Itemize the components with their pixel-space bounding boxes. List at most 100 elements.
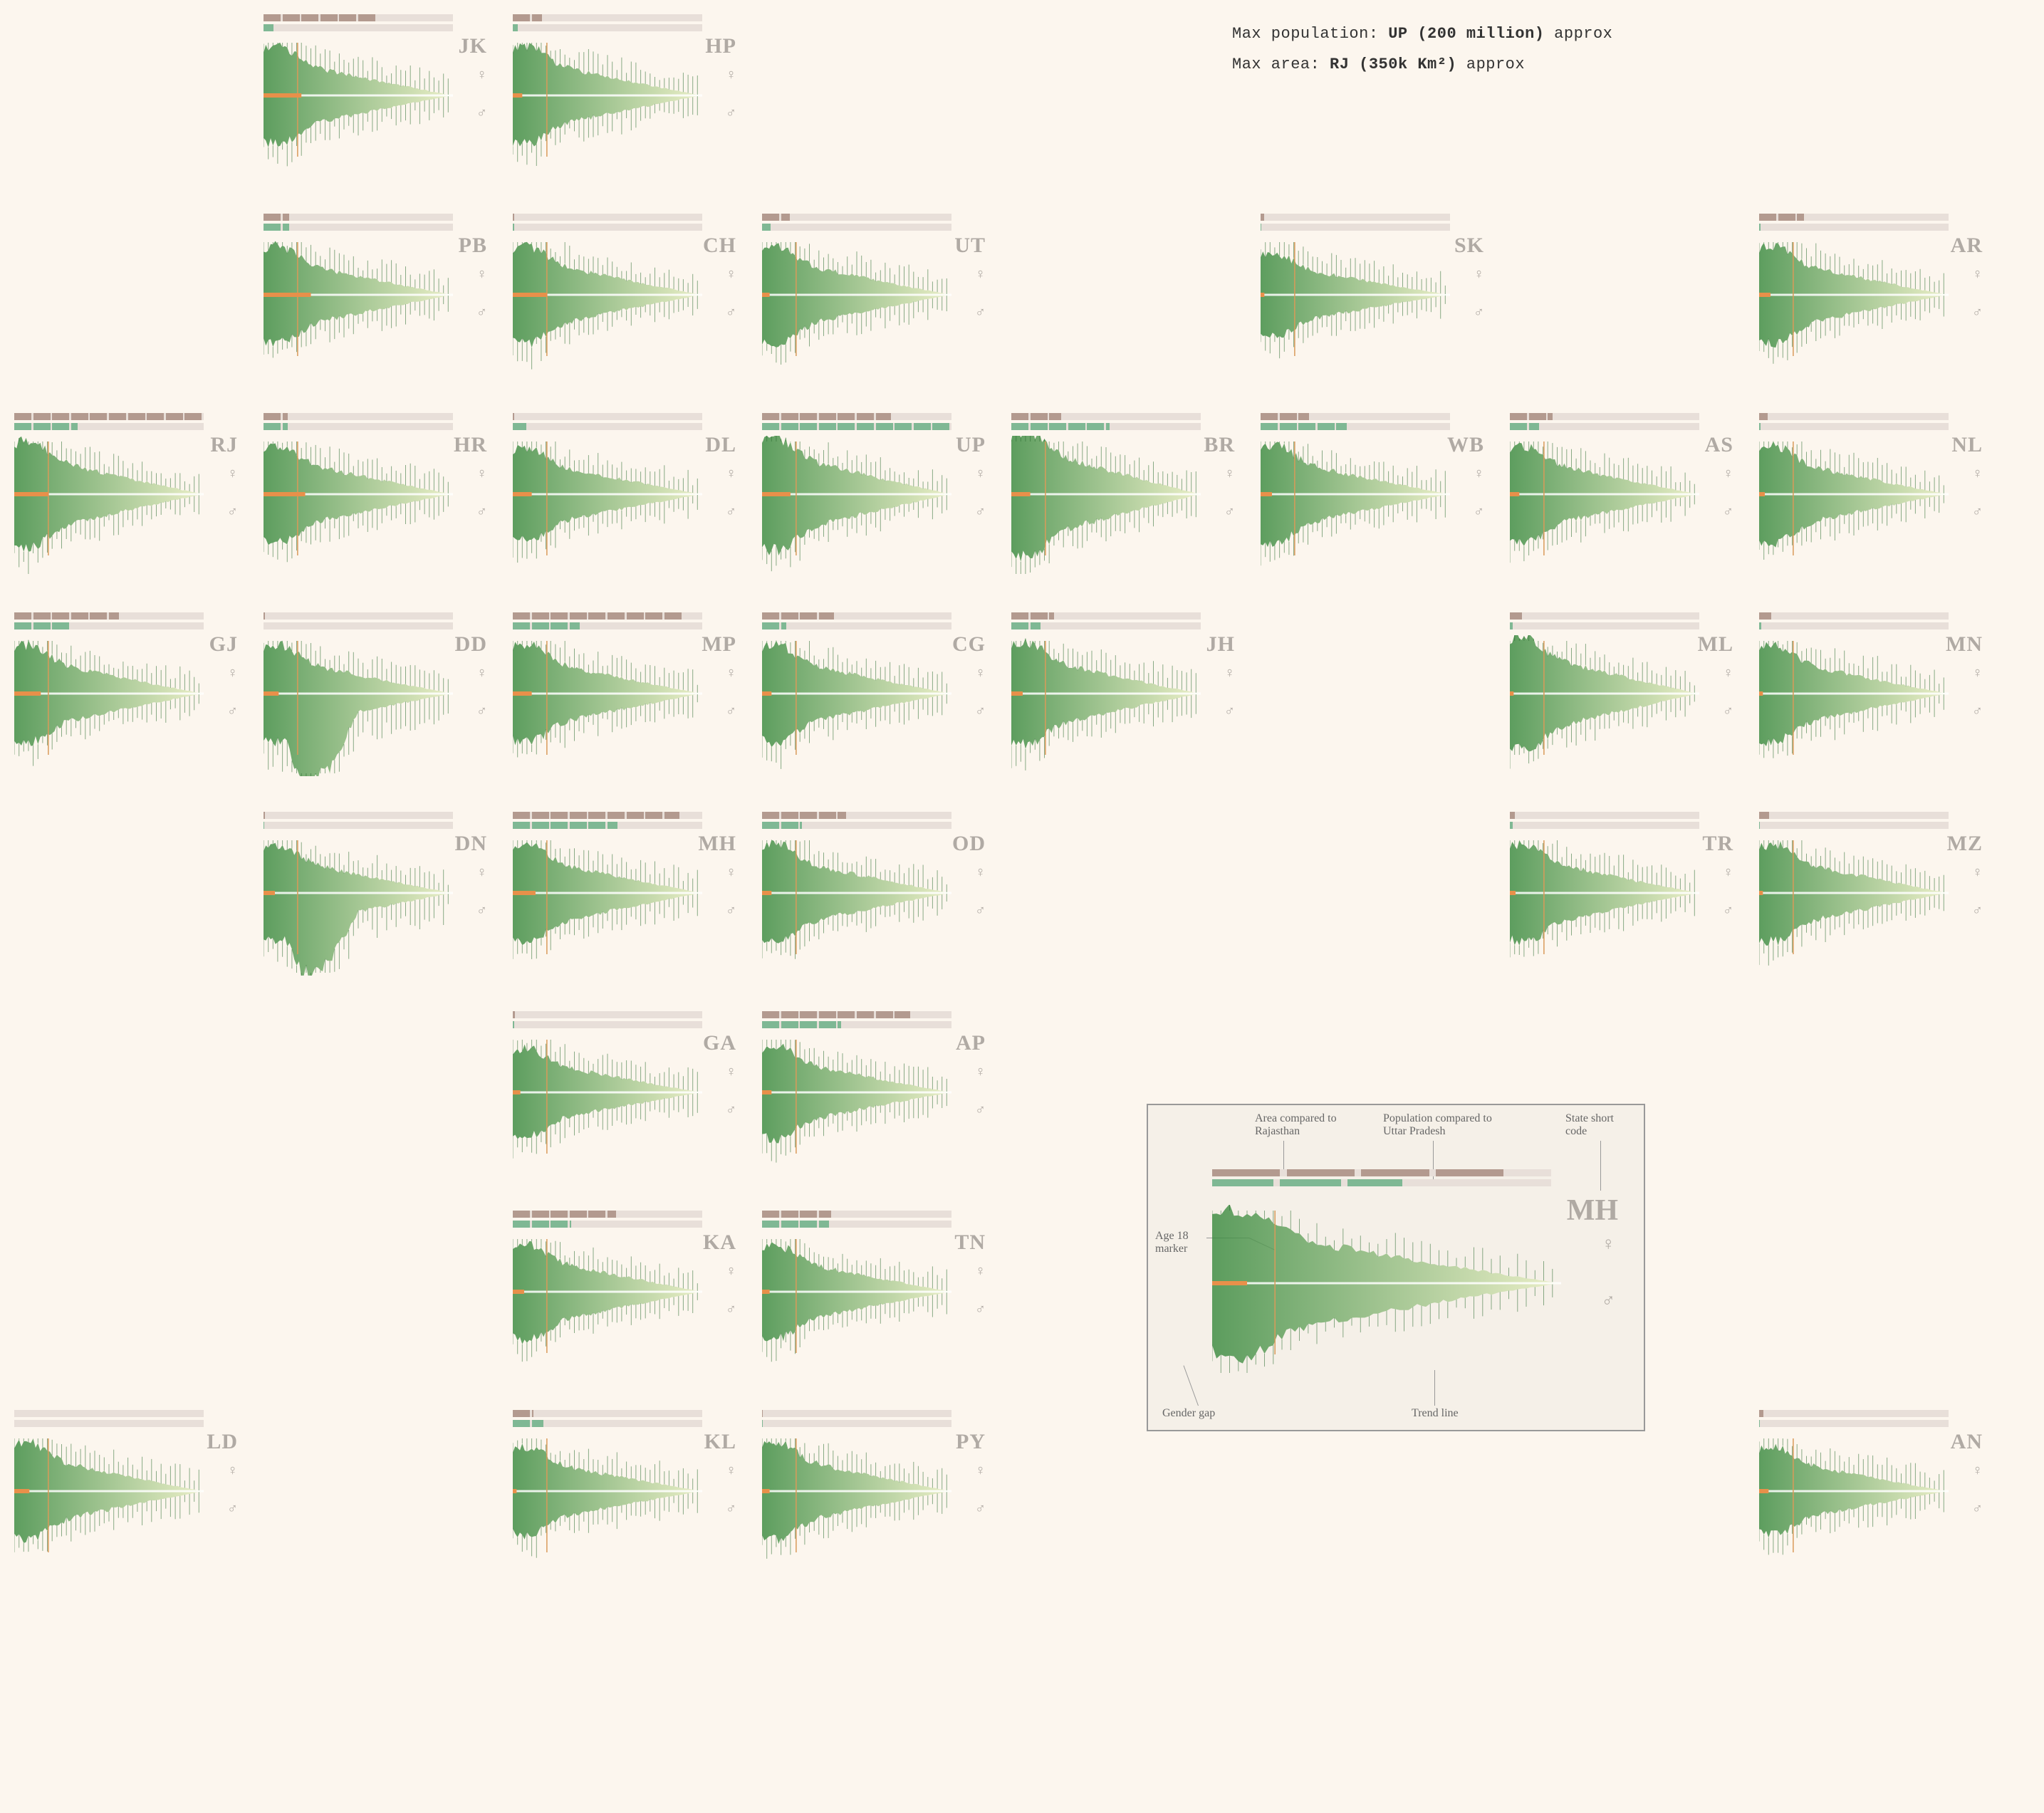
state-cell-an: AN♀♂ <box>1759 1410 1991 1574</box>
population-bar <box>762 1221 951 1228</box>
state-cell-pb: PB♀♂ <box>264 214 496 377</box>
state-cell-br: BR♀♂ <box>1011 413 1243 577</box>
area-bar <box>14 413 204 420</box>
population-pyramid <box>513 635 702 776</box>
male-icon: ♂ <box>227 704 238 720</box>
state-code: AN <box>1951 1430 1983 1454</box>
male-icon: ♂ <box>726 504 736 521</box>
population-bar <box>762 1021 951 1028</box>
state-code: AP <box>956 1031 986 1055</box>
state-code: GA <box>703 1031 736 1055</box>
female-icon: ♀ <box>1723 466 1733 482</box>
population-bar <box>1759 1420 1949 1427</box>
area-bar <box>264 612 453 620</box>
population-pyramid <box>1011 436 1201 577</box>
state-cell-ap: AP♀♂ <box>762 1011 994 1175</box>
female-icon: ♀ <box>476 864 487 881</box>
state-code: PB <box>459 234 487 258</box>
state-code: CH <box>703 234 736 258</box>
state-cell-mn: MN♀♂ <box>1759 612 1991 776</box>
population-bar <box>1510 822 1699 829</box>
area-bar <box>1510 812 1699 819</box>
area-bar <box>513 612 702 620</box>
state-cell-nl: NL♀♂ <box>1759 413 1991 577</box>
population-bar <box>264 423 453 430</box>
state-cell-ch: CH♀♂ <box>513 214 745 377</box>
state-code: TN <box>954 1231 986 1255</box>
state-cell-up: UP♀♂ <box>762 413 994 577</box>
population-bar <box>762 622 951 629</box>
state-cell-ld: LD♀♂ <box>14 1410 246 1574</box>
area-bar <box>513 1211 702 1218</box>
area-bar <box>1759 1410 1949 1417</box>
male-icon: ♂ <box>726 1501 736 1517</box>
male-icon: ♂ <box>1723 504 1733 521</box>
population-bar <box>762 1420 951 1427</box>
state-cell-hp: HP♀♂ <box>513 14 745 178</box>
state-cell-tr: TR♀♂ <box>1510 812 1742 976</box>
male-icon: ♂ <box>476 105 487 122</box>
state-code: WB <box>1447 433 1484 457</box>
state-cell-rj: RJ♀♂ <box>14 413 246 577</box>
state-cell-kl: KL♀♂ <box>513 1410 745 1574</box>
state-code: PY <box>956 1430 986 1454</box>
state-code: TR <box>1702 832 1733 856</box>
male-icon: ♂ <box>1972 504 1983 521</box>
female-icon: ♀ <box>1972 266 1983 283</box>
state-cell-ga: GA♀♂ <box>513 1011 745 1175</box>
female-icon: ♀ <box>1972 1463 1983 1479</box>
male-icon: ♂ <box>726 903 736 919</box>
population-pyramid <box>762 1034 951 1175</box>
population-pyramid <box>513 37 702 178</box>
state-cell-jk: JK♀♂ <box>264 14 496 178</box>
area-bar <box>1510 413 1699 420</box>
male-icon: ♂ <box>975 1302 986 1318</box>
female-icon: ♀ <box>726 67 736 83</box>
male-icon: ♂ <box>1723 704 1733 720</box>
male-icon: ♂ <box>975 305 986 321</box>
state-cell-mp: MP♀♂ <box>513 612 745 776</box>
state-code: ML <box>1698 632 1733 657</box>
legend-sample-chart <box>1212 1205 1558 1376</box>
male-icon: ♂ <box>975 903 986 919</box>
population-bar <box>1011 622 1201 629</box>
header-line-2: Max area: RJ (350k Km²) approx <box>1232 56 1525 73</box>
population-pyramid <box>264 635 453 776</box>
female-icon: ♀ <box>726 1263 736 1280</box>
area-bar <box>1510 612 1699 620</box>
area-bar <box>14 1410 204 1417</box>
population-bar <box>1759 224 1949 231</box>
population-bar <box>762 224 951 231</box>
state-code: BR <box>1204 433 1235 457</box>
population-bar <box>1510 423 1699 430</box>
area-bar <box>1759 214 1949 221</box>
state-cell-ka: KA♀♂ <box>513 1211 745 1374</box>
population-bar <box>513 1420 702 1427</box>
population-pyramid <box>1759 1433 1949 1574</box>
state-code: MH <box>698 832 736 856</box>
male-icon: ♂ <box>1224 704 1235 720</box>
area-bar <box>1759 413 1949 420</box>
female-icon: ♀ <box>1723 864 1733 881</box>
female-icon: ♀ <box>1474 466 1484 482</box>
state-code: DD <box>455 632 487 657</box>
female-icon: ♀ <box>726 266 736 283</box>
area-bar <box>513 1410 702 1417</box>
female-icon: ♀ <box>1723 665 1733 681</box>
state-code: MN <box>1946 632 1983 657</box>
population-pyramid <box>1510 436 1699 577</box>
female-icon: ♀ <box>1224 665 1235 681</box>
state-code: CG <box>952 632 986 657</box>
state-cell-wb: WB♀♂ <box>1261 413 1493 577</box>
female-icon: ♀ <box>227 1463 238 1479</box>
state-cell-ml: ML ♀ ♂ <box>1510 612 1742 776</box>
male-icon: ♂ <box>975 1102 986 1119</box>
area-bar <box>762 1011 951 1018</box>
female-icon: ♀ <box>227 665 238 681</box>
legend-male-icon: ♂ <box>1602 1290 1616 1312</box>
population-pyramid <box>14 436 204 577</box>
population-pyramid <box>513 436 702 577</box>
female-icon: ♀ <box>975 466 986 482</box>
population-bar <box>1011 423 1201 430</box>
legend-female-icon: ♀ <box>1602 1233 1616 1255</box>
